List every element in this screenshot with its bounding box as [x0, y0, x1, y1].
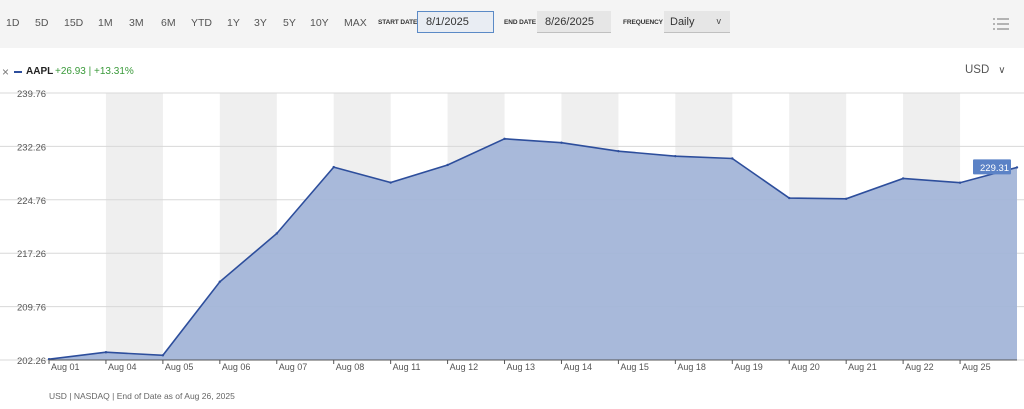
- frequency-label: FREQUENCY: [623, 19, 663, 26]
- data-point: [104, 351, 108, 354]
- data-point: [389, 181, 392, 184]
- series-swatch: [14, 71, 22, 73]
- last-value-label: 229.31: [980, 163, 1009, 174]
- y-tick-label: 209.76: [17, 303, 46, 314]
- toolbar: 1D 5D 15D 1M 3M 6M YTD 1Y 3Y 5Y 10Y MAX START DATE …: [0, 0, 1024, 48]
- x-tick-label: Aug 11: [393, 362, 421, 372]
- x-tick-label: Aug 12: [450, 362, 479, 372]
- range-button-3y[interactable]: 3Y: [254, 17, 267, 29]
- y-tick-label: 239.76: [17, 89, 46, 100]
- data-point: [844, 197, 848, 201]
- x-tick-label: Aug 19: [734, 362, 763, 372]
- x-tick-label: Aug 05: [165, 362, 194, 372]
- series-area: [49, 138, 1017, 360]
- y-tick-label: 202.26: [17, 356, 46, 367]
- close-icon[interactable]: ×: [2, 65, 10, 79]
- legend-change: +26.93 | +13.31%: [55, 66, 134, 77]
- range-button-15d[interactable]: 15D: [64, 17, 84, 29]
- x-tick-label: Aug 08: [336, 362, 365, 372]
- x-tick-label: Aug 01: [51, 362, 80, 372]
- data-point: [218, 280, 222, 283]
- data-point: [275, 232, 278, 235]
- end-date-label: END DATE: [504, 19, 536, 26]
- x-tick-label: Aug 25: [962, 362, 991, 372]
- chart-footer: USD | NASDAQ | End of Date as of Aug 26,…: [49, 391, 235, 401]
- series-line: [48, 137, 1018, 360]
- list-icon[interactable]: [993, 17, 1009, 31]
- data-point: [560, 141, 563, 144]
- x-tick-label: Aug 13: [507, 362, 536, 372]
- currency-select[interactable]: USD ∨: [965, 64, 1006, 76]
- range-button-5d[interactable]: 5D: [35, 17, 49, 29]
- start-date-input[interactable]: [417, 11, 494, 33]
- legend-symbol: AAPL: [26, 66, 54, 77]
- y-tick-label: 232.26: [17, 142, 46, 153]
- x-tick-label: Aug 15: [620, 362, 649, 372]
- data-point: [958, 181, 962, 184]
- x-tick-label: Aug 20: [791, 362, 820, 372]
- range-button-ytd[interactable]: YTD: [191, 17, 212, 29]
- data-point: [1015, 166, 1019, 169]
- range-button-1m[interactable]: 1M: [98, 17, 113, 29]
- frequency-value: Daily: [670, 16, 695, 28]
- y-tick-label: 217.26: [17, 249, 46, 260]
- column-shade: [105, 93, 163, 360]
- data-point: [161, 354, 165, 357]
- chevron-down-icon: v: [716, 16, 722, 26]
- data-point: [332, 165, 335, 169]
- range-button-6m[interactable]: 6M: [161, 17, 176, 29]
- last-value-badge: [973, 159, 1011, 175]
- data-point: [731, 157, 734, 160]
- data-point: [901, 177, 905, 180]
- x-tick-label: Aug 07: [279, 362, 308, 372]
- range-button-10y[interactable]: 10Y: [310, 17, 329, 29]
- x-tick-label: Aug 06: [222, 362, 251, 372]
- frequency-select[interactable]: Daily v: [664, 11, 730, 33]
- x-tick-label: Aug 22: [905, 362, 934, 372]
- x-tick-label: Aug 21: [848, 362, 877, 372]
- range-button-max[interactable]: MAX: [344, 17, 367, 29]
- x-tick-label: Aug 04: [108, 362, 137, 372]
- x-tick-label: Aug 14: [563, 362, 592, 372]
- range-button-1y[interactable]: 1Y: [227, 17, 240, 29]
- currency-label: USD: [965, 64, 990, 76]
- chevron-down-icon: ∨: [998, 65, 1006, 76]
- price-chart[interactable]: 239.76 232.26 224.76 217.26 209.76 202.26 Aug …: [0, 88, 1024, 378]
- data-point: [674, 154, 677, 158]
- x-tick-label: Aug 18: [677, 362, 706, 372]
- data-point: [503, 137, 506, 140]
- end-date-input[interactable]: [537, 11, 611, 33]
- y-tick-label: 224.76: [17, 196, 46, 207]
- range-button-5y[interactable]: 5Y: [283, 17, 296, 29]
- start-date-label: START DATE: [378, 19, 418, 26]
- range-button-3m[interactable]: 3M: [129, 17, 144, 29]
- data-point: [446, 163, 449, 167]
- range-button-1d[interactable]: 1D: [6, 17, 20, 29]
- data-point: [788, 196, 791, 200]
- data-point: [617, 149, 620, 153]
